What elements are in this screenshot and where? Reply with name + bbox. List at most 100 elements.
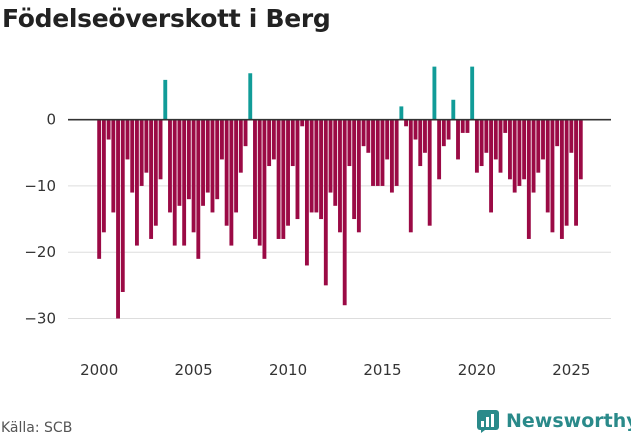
- bar: [342, 119, 347, 306]
- bar: [474, 119, 479, 173]
- bar: [413, 119, 418, 140]
- bar: [569, 119, 574, 153]
- bar: [286, 119, 290, 226]
- bar: [101, 119, 106, 233]
- bar: [470, 66, 475, 120]
- bar: [158, 119, 163, 180]
- bar: [328, 119, 333, 193]
- bar: [404, 119, 409, 127]
- bar: [248, 73, 253, 120]
- newsworthy-icon: [477, 410, 499, 433]
- bar: [564, 119, 569, 226]
- bar: [219, 119, 224, 160]
- bar: [172, 119, 177, 246]
- bar: [356, 119, 361, 233]
- bar: [371, 119, 375, 186]
- bar: [512, 119, 517, 193]
- bar: [253, 119, 257, 239]
- bar: [451, 99, 456, 120]
- x-tick-label: 2000: [80, 361, 118, 379]
- bar: [418, 119, 423, 167]
- bar: [394, 119, 399, 186]
- bar: [493, 119, 498, 160]
- bar: [234, 119, 239, 213]
- bar: [191, 119, 196, 233]
- bar: [489, 119, 493, 213]
- bar: [427, 119, 432, 226]
- bar: [319, 119, 324, 220]
- bar: [536, 119, 541, 173]
- x-tick-label: 2005: [175, 361, 213, 379]
- chart-title: Födelseöverskott i Berg: [2, 4, 331, 33]
- bar: [366, 119, 371, 153]
- bar: [182, 119, 187, 246]
- bar: [238, 119, 243, 173]
- bar: [559, 119, 564, 239]
- y-tick-label: −10: [24, 177, 56, 195]
- bar: [314, 119, 319, 213]
- bar: [541, 119, 545, 160]
- bar: [545, 119, 550, 213]
- bar: [271, 119, 276, 160]
- bar: [479, 119, 484, 167]
- bar: [196, 119, 201, 259]
- bar: [460, 119, 465, 133]
- bar: [465, 119, 470, 133]
- bar: [517, 119, 522, 186]
- bar: [300, 119, 305, 127]
- bar: [267, 119, 272, 167]
- bar: [205, 119, 210, 193]
- bar: [97, 119, 102, 259]
- newsworthy-logo[interactable]: Newsworthy: [476, 409, 631, 433]
- bar: [385, 119, 390, 160]
- bar: [290, 119, 295, 167]
- bar: [130, 119, 135, 193]
- bar: [522, 119, 527, 180]
- x-tick-label: 2010: [269, 361, 307, 379]
- bar: [578, 119, 583, 180]
- bar: [149, 119, 154, 239]
- y-tick-label: −30: [24, 309, 56, 327]
- bar: [375, 119, 380, 186]
- x-tick-label: 2015: [363, 361, 401, 379]
- bar: [304, 119, 309, 266]
- bar: [125, 119, 130, 160]
- bar: [531, 119, 536, 193]
- bar: [276, 119, 281, 239]
- bar: [144, 119, 149, 173]
- bar: [224, 119, 229, 226]
- bar: [432, 66, 437, 120]
- source-note: Källa: SCB: [1, 420, 73, 436]
- bar: [323, 119, 328, 286]
- bar: [163, 79, 168, 120]
- bar: [309, 119, 314, 213]
- y-tick-label: 0: [46, 111, 56, 129]
- bar: [399, 106, 404, 120]
- bar: [338, 119, 342, 233]
- bar: [120, 119, 125, 292]
- brand-name: Newsworthy: [506, 410, 631, 432]
- bar: [229, 119, 234, 246]
- bar: [168, 119, 172, 213]
- bar: [135, 119, 139, 246]
- x-tick-label: 2025: [552, 361, 590, 379]
- bar: [441, 119, 446, 147]
- bar: [555, 119, 560, 147]
- bar: [352, 119, 357, 220]
- bar: [484, 119, 489, 153]
- bar: [550, 119, 555, 233]
- bar: [508, 119, 512, 180]
- bar: [201, 119, 205, 206]
- bar: [456, 119, 460, 160]
- bar: [333, 119, 338, 206]
- bar: [503, 119, 508, 133]
- bar: [526, 119, 531, 239]
- bar: [423, 119, 427, 153]
- bar: [498, 119, 503, 173]
- bar: [243, 119, 248, 147]
- bar: [446, 119, 451, 140]
- bar: [177, 119, 182, 206]
- bar: [347, 119, 352, 167]
- bar: [139, 119, 144, 186]
